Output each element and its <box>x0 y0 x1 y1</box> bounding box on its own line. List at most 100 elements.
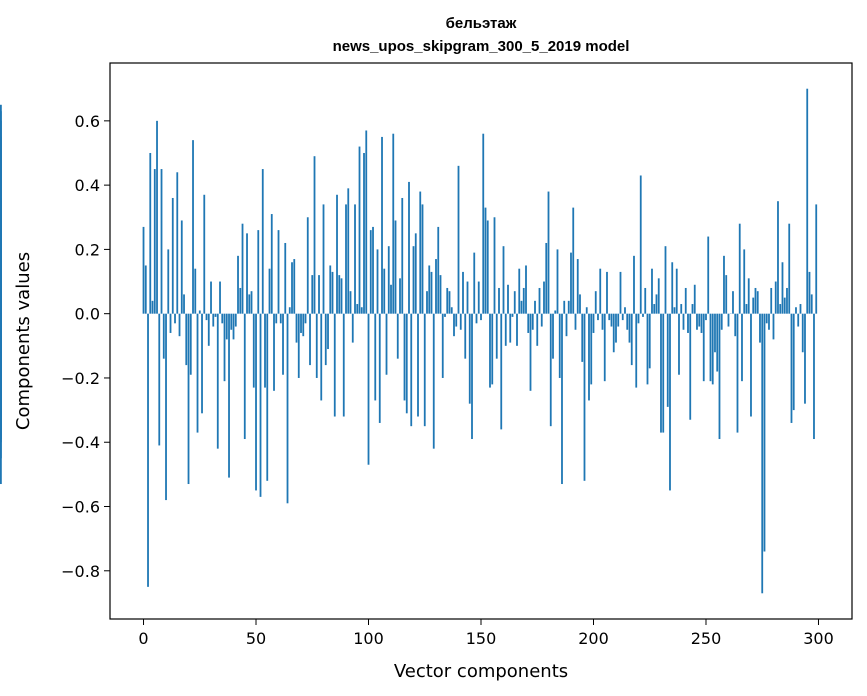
bar <box>203 194 206 314</box>
bar <box>529 313 532 391</box>
bar <box>774 281 777 314</box>
bar <box>270 214 273 314</box>
bar <box>383 268 386 314</box>
bar <box>628 313 631 343</box>
bar <box>210 281 212 314</box>
bar <box>522 287 525 314</box>
bar <box>405 313 408 414</box>
bar <box>702 313 705 382</box>
bar <box>671 262 674 314</box>
bar <box>205 313 208 321</box>
bar <box>167 249 170 314</box>
bar <box>651 268 653 314</box>
bar <box>216 313 219 449</box>
bar <box>723 255 725 314</box>
bar <box>297 313 300 378</box>
bar <box>675 268 678 314</box>
bar <box>156 120 158 314</box>
bar <box>790 313 793 423</box>
bar <box>336 194 338 314</box>
bar <box>601 313 604 330</box>
x-tick-label: 0 <box>138 629 148 648</box>
bar <box>261 169 264 314</box>
bar <box>394 220 397 314</box>
bar <box>324 313 327 366</box>
bar <box>747 278 750 314</box>
bar <box>680 304 683 314</box>
y-tick-label: 0.4 <box>75 176 100 195</box>
bar <box>378 313 381 423</box>
bar <box>745 304 748 314</box>
bar <box>246 233 248 314</box>
bar <box>185 313 188 366</box>
bar <box>579 294 581 314</box>
bar <box>354 204 356 314</box>
bar <box>684 287 687 314</box>
bar <box>687 313 689 333</box>
x-tick-label: 100 <box>353 629 384 648</box>
bar <box>583 313 586 481</box>
bar <box>419 191 422 314</box>
bar <box>273 313 275 391</box>
bar <box>162 313 165 359</box>
bar <box>756 291 759 314</box>
bar <box>345 204 347 314</box>
bar <box>732 291 734 314</box>
bar <box>396 313 399 359</box>
bar <box>518 268 521 314</box>
bar <box>453 313 455 337</box>
bar <box>585 307 588 314</box>
bar <box>565 313 568 337</box>
bar <box>241 223 244 314</box>
bar <box>743 249 746 314</box>
bar <box>0 201 2 314</box>
bar <box>576 259 579 314</box>
y-tick-label: 0.0 <box>75 305 100 324</box>
bar <box>520 300 523 314</box>
bar <box>808 271 811 314</box>
bar <box>502 246 505 314</box>
bar <box>718 313 721 440</box>
bar <box>612 313 615 353</box>
bar <box>399 278 401 314</box>
bar <box>158 313 161 446</box>
bar <box>630 313 633 366</box>
bar <box>770 287 773 314</box>
bar <box>711 313 714 385</box>
bar <box>525 265 527 314</box>
bar <box>696 313 698 330</box>
bar <box>599 268 602 314</box>
bar <box>691 304 694 314</box>
bar <box>759 313 761 343</box>
bar <box>716 313 719 372</box>
bar <box>313 156 316 314</box>
bar <box>198 310 201 314</box>
chart-title: бельэтаж <box>446 15 517 32</box>
bar <box>653 304 656 314</box>
bar <box>165 313 167 501</box>
bar <box>228 313 230 478</box>
bar <box>700 313 703 333</box>
bar <box>430 271 433 314</box>
bar <box>291 262 293 314</box>
bar <box>189 313 192 375</box>
bar <box>264 313 266 388</box>
x-tick-label: 300 <box>803 629 834 648</box>
bar <box>417 313 419 417</box>
bar <box>255 313 257 491</box>
bar <box>621 313 624 321</box>
bar <box>777 201 779 314</box>
bar <box>250 291 253 314</box>
bar <box>232 313 235 340</box>
x-axis-label: Vector components <box>394 661 568 682</box>
bar <box>300 313 302 333</box>
x-tick-label: 150 <box>466 629 497 648</box>
bar <box>147 313 149 587</box>
bar <box>408 181 410 314</box>
bar <box>412 246 415 314</box>
bar <box>592 313 595 333</box>
bar <box>450 307 453 314</box>
bar <box>295 313 298 343</box>
bar <box>558 313 561 378</box>
y-tick-label: −0.2 <box>61 369 100 388</box>
